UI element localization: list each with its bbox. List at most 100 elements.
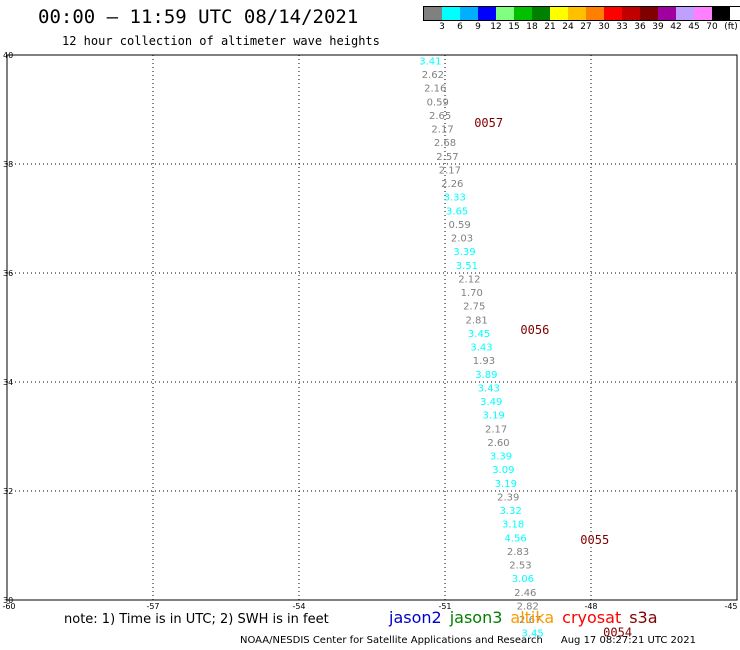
color-swatch	[532, 7, 550, 20]
latitude-label: 38	[3, 160, 13, 169]
swh-value: 4.56	[504, 533, 526, 544]
color-swatch	[604, 7, 622, 20]
latitude-label: 32	[3, 487, 13, 496]
latitude-label: 36	[3, 269, 13, 278]
color-scale-label: 18	[526, 22, 538, 32]
pass-number-label: 0054	[603, 626, 632, 640]
swh-value: 0.59	[448, 220, 470, 231]
swh-value: 2.81	[466, 315, 488, 326]
swh-value: 3.45	[521, 629, 543, 640]
swh-value: 3.41	[419, 56, 441, 67]
pass-number-label: 0057	[474, 116, 503, 130]
swh-value: 2.68	[434, 138, 456, 149]
swh-points: 3.41 2.62 2.16 0.59 2.65 2.17 2.68 2.57 2.17 2.26…	[419, 56, 543, 639]
color-swatch	[478, 7, 496, 20]
color-scale-label: 12	[490, 22, 502, 32]
swh-value: 2.17	[431, 125, 453, 136]
swh-value: 3.06	[512, 574, 534, 585]
longitude-label: -45	[724, 602, 737, 611]
swh-value: 2.46	[514, 588, 536, 599]
color-scale-label: 36	[634, 22, 646, 32]
footnote: note: 1) Time is in UTC; 2) SWH is in fe…	[64, 612, 329, 627]
latitude-label: 40	[3, 51, 13, 60]
swh-value: 2.17	[439, 165, 461, 176]
color-swatch	[658, 7, 676, 20]
longitude-label: -48	[584, 602, 597, 611]
color-scale-unit: (ft)	[724, 22, 738, 32]
color-swatch	[442, 7, 460, 20]
color-scale-label: 15	[508, 22, 520, 32]
color-swatch	[586, 7, 604, 20]
pass-number-label: 0056	[520, 323, 549, 337]
color-scale-label: 27	[580, 22, 592, 32]
color-swatch	[496, 7, 514, 20]
color-scale-label: 39	[652, 22, 664, 32]
swh-value: 2.17	[485, 424, 507, 435]
swh-value: 3.43	[470, 343, 492, 354]
swh-value: 2.67	[519, 615, 541, 626]
color-scale-label: 70	[706, 22, 718, 32]
swh-value: 2.26	[441, 179, 463, 190]
generated-timestamp: Aug 17 08:27:21 UTC 2021	[560, 635, 697, 646]
swh-value: 1.70	[461, 288, 483, 299]
credit-text: NOAA/NESDIS Center for Satellite Applica…	[240, 635, 543, 646]
swh-value: 1.93	[473, 356, 495, 367]
swh-value: 3.32	[500, 506, 522, 517]
longitude-label: -54	[292, 602, 305, 611]
color-swatch	[550, 7, 568, 20]
swh-value: 3.49	[480, 397, 502, 408]
swh-value: 2.62	[422, 70, 444, 81]
swh-value: 2.16	[424, 84, 446, 95]
swh-value: 3.09	[492, 465, 514, 476]
color-scale-label: 24	[562, 22, 574, 32]
color-swatch	[424, 7, 442, 20]
color-scale-swatches	[423, 6, 740, 21]
map-frame	[6, 54, 738, 601]
swh-value: 3.18	[502, 520, 524, 531]
swh-value: 3.19	[495, 479, 517, 490]
swh-value: 2.53	[509, 561, 531, 572]
map-axis-labels: 40 38 36 34 32 30-60 -57 -54 -51 -48 -45	[2, 51, 737, 611]
color-swatch	[694, 7, 712, 20]
swh-value: 3.39	[490, 452, 512, 463]
color-scale-label: 45	[688, 22, 700, 32]
color-swatch	[460, 7, 478, 20]
color-swatch	[568, 7, 586, 20]
color-swatch	[712, 7, 730, 20]
swh-value: 2.39	[497, 492, 519, 503]
swh-value: 2.75	[463, 302, 485, 313]
satellite-legend-item: cryosat	[562, 608, 622, 627]
swh-value: 0.59	[427, 97, 449, 108]
color-scale-label: 6	[457, 22, 463, 32]
satellite-legend-item: jason2	[389, 608, 442, 627]
color-swatch	[640, 7, 658, 20]
page-subtitle: 12 hour collection of altimeter wave hei…	[62, 34, 380, 48]
swh-value: 3.51	[456, 261, 478, 272]
swh-value: 2.57	[436, 152, 458, 163]
credit-line: NOAA/NESDIS Center for Satellite Applica…	[240, 635, 696, 646]
color-swatch	[514, 7, 532, 20]
pass-number-label: 0055	[580, 533, 609, 547]
latitude-label: 34	[3, 378, 13, 387]
pass-labels: 0057 0056 0055 0054	[474, 116, 632, 640]
swh-value: 2.60	[487, 438, 509, 449]
swh-value: 2.65	[429, 111, 451, 122]
swh-value: 3.89	[475, 370, 497, 381]
color-scale-label: 33	[616, 22, 628, 32]
swh-value: 3.39	[453, 247, 475, 258]
longitude-label: -51	[438, 602, 451, 611]
latitude-label: 30	[3, 596, 13, 605]
color-scale-label: 30	[598, 22, 610, 32]
color-scale-label: 21	[544, 22, 556, 32]
swh-value: 2.03	[451, 234, 473, 245]
swh-value: 2.83	[507, 547, 529, 558]
color-swatch	[622, 7, 640, 20]
satellite-legend-item: altika	[510, 608, 555, 627]
color-scale-label: 3	[439, 22, 445, 32]
swh-value: 2.82	[517, 601, 539, 612]
swh-value: 2.12	[458, 274, 480, 285]
color-scale-labels: 3 6 9 12 15 18 21 24 27 30 33 36 39 42 45 70 (ft)	[423, 21, 740, 35]
satellite-legend-item: s3a	[629, 608, 658, 627]
longitude-label: -57	[146, 602, 159, 611]
